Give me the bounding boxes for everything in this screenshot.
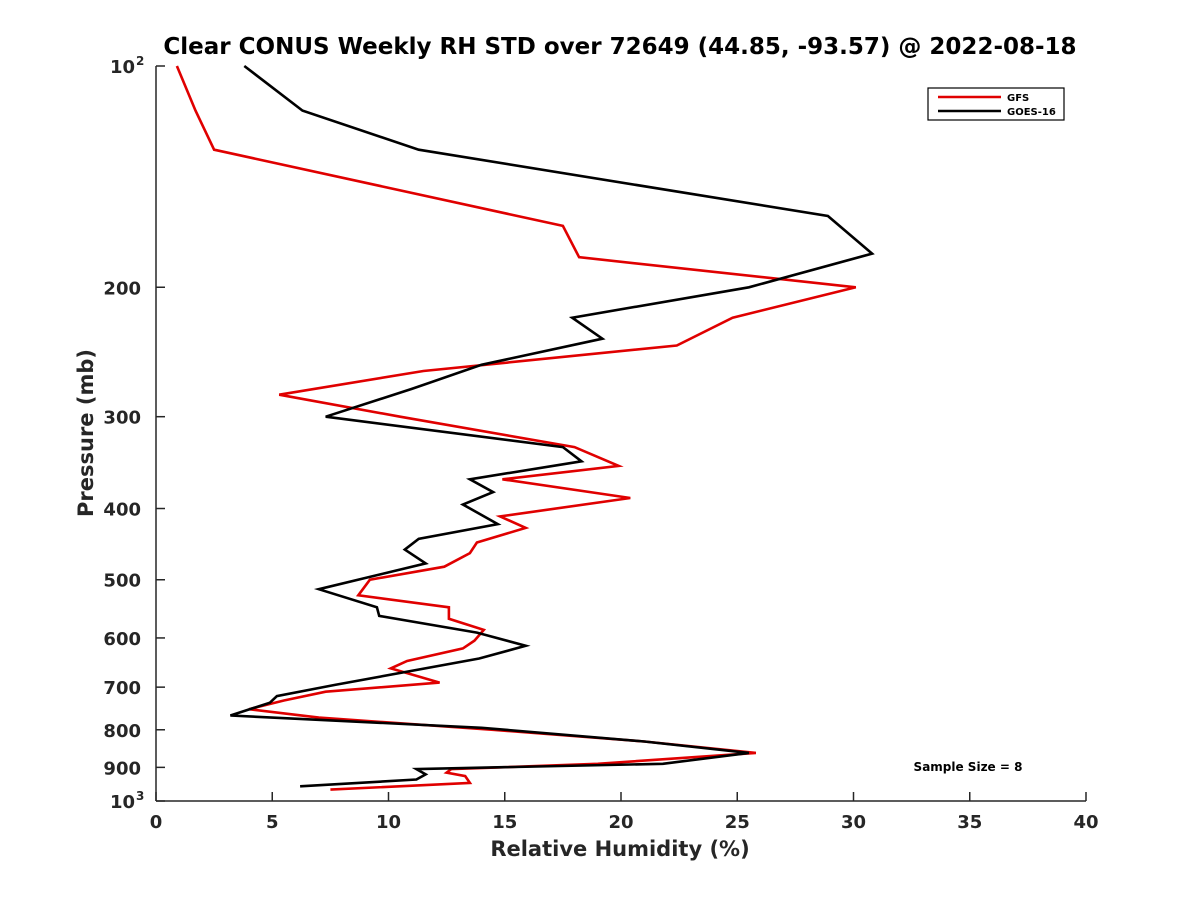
x-tick-label: 35	[957, 812, 982, 833]
x-tick-label: 30	[841, 812, 866, 833]
legend-label-goes16: GOES-16	[1007, 107, 1056, 118]
y-tick-label: 800	[103, 721, 141, 742]
y-tick-label: 500	[103, 571, 141, 592]
y-tick-label: 300	[103, 408, 141, 429]
series-line-gfs	[175, 65, 857, 791]
x-tick-label: 25	[725, 812, 750, 833]
y-tick-label: 400	[103, 500, 141, 521]
series-layer	[175, 64, 875, 791]
y-tick-label: 10	[110, 792, 135, 813]
x-axis-ticks: 0 5 10 15 20 25 30 35 40	[150, 792, 1099, 833]
legend-label-gfs: GFS	[1007, 93, 1029, 104]
x-tick-label: 5	[266, 812, 279, 833]
x-tick-label: 15	[492, 812, 517, 833]
axes	[155, 66, 1086, 802]
y-tick-label-exponent: 3	[136, 789, 144, 803]
x-axis-label: Relative Humidity (%)	[490, 837, 749, 861]
y-tick-label: 600	[103, 629, 141, 650]
x-tick-label: 20	[608, 812, 633, 833]
y-tick-label: 900	[103, 758, 141, 779]
x-tick-label: 0	[150, 812, 163, 833]
y-tick-label-exponent: 2	[136, 54, 144, 68]
chart-title: Clear CONUS Weekly RH STD over 72649 (44…	[163, 34, 1076, 60]
legend: GFS GOES-16	[927, 87, 1065, 121]
y-tick-label: 10	[110, 57, 135, 78]
legend-box	[927, 87, 1065, 121]
y-tick-label: 200	[103, 278, 141, 299]
sample-size-annotation: Sample Size = 8	[914, 760, 1023, 774]
y-tick-label: 700	[103, 678, 141, 699]
x-tick-label: 40	[1073, 812, 1098, 833]
x-tick-label: 10	[376, 812, 401, 833]
y-axis-label: Pressure (mb)	[74, 349, 98, 517]
series-line-goes16	[229, 64, 875, 788]
